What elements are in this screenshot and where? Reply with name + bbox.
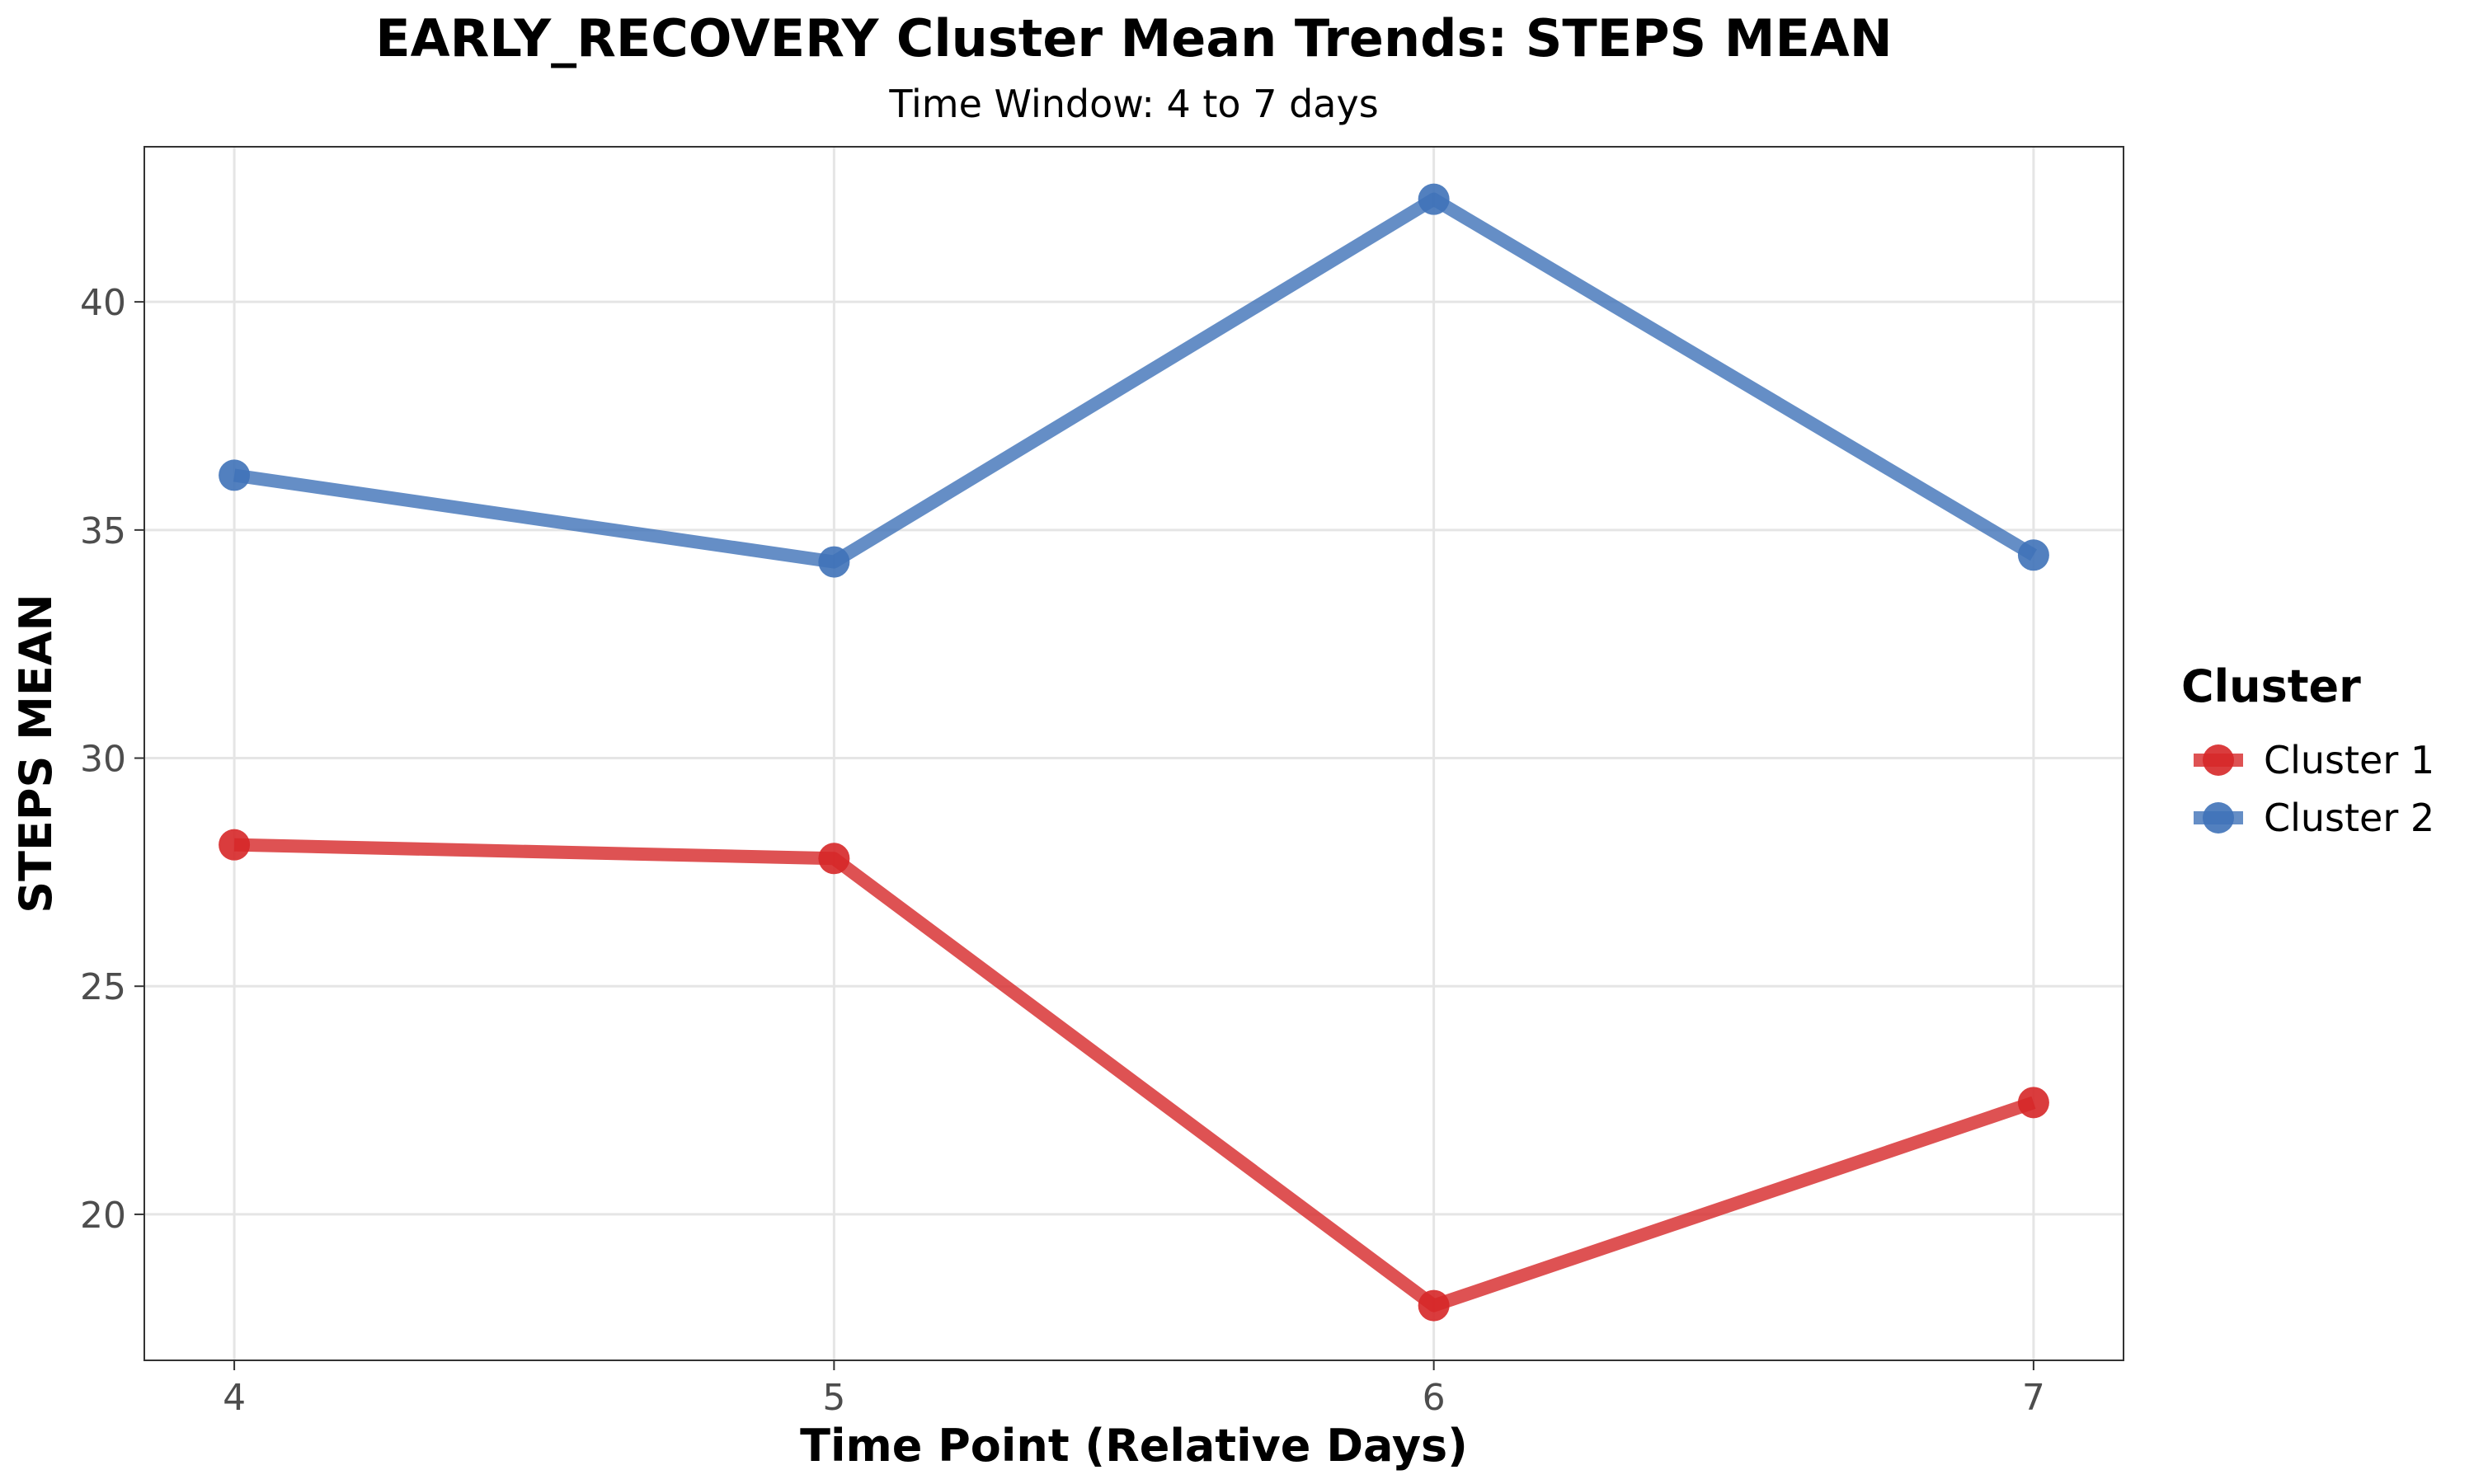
data-point-series-2 — [2017, 539, 2049, 571]
tick-layer: 4 5 6 7 20 25 30 35 40 — [80, 282, 2045, 1419]
data-point-series-1 — [1418, 1289, 1450, 1322]
legend-items: Cluster 1 Cluster 2 — [2194, 738, 2434, 840]
chart-subtitle: Time Window: 4 to 7 days — [888, 82, 1378, 126]
data-point-series-1 — [2017, 1087, 2049, 1119]
x-tick-label: 7 — [2022, 1377, 2045, 1419]
legend-title: Cluster — [2181, 660, 2361, 712]
y-tick-label: 20 — [80, 1195, 126, 1237]
y-tick-label: 25 — [80, 966, 126, 1008]
legend-label: Cluster 1 — [2264, 738, 2434, 782]
data-point-series-2 — [219, 459, 251, 491]
data-point-series-1 — [818, 843, 850, 875]
y-tick-label: 30 — [80, 739, 126, 781]
legend-swatch-marker — [2203, 802, 2234, 834]
chart-title: EARLY_RECOVERY Cluster Mean Trends: STEP… — [375, 8, 1892, 68]
x-tick-label: 5 — [822, 1377, 845, 1419]
legend-item-1: Cluster 1 — [2194, 738, 2434, 782]
legend-label: Cluster 2 — [2264, 796, 2434, 840]
legend-swatch-marker — [2203, 744, 2234, 776]
y-tick-label: 35 — [80, 510, 126, 552]
x-axis-label: Time Point (Relative Days) — [800, 1420, 1468, 1472]
grid-lines — [144, 147, 2124, 1360]
series-layer — [219, 183, 2049, 1322]
data-point-series-2 — [818, 546, 850, 578]
data-point-series-1 — [219, 829, 251, 861]
series-line-2 — [233, 192, 2037, 569]
legend: Cluster Cluster 1 Cluster 2 — [2181, 660, 2434, 840]
data-point-series-2 — [1418, 183, 1450, 215]
y-tick-label: 40 — [80, 282, 126, 324]
x-tick-label: 4 — [223, 1377, 246, 1419]
plot-area-background — [144, 147, 2124, 1360]
y-axis-label: STEPS MEAN — [10, 594, 62, 913]
plot-area-border — [143, 146, 2124, 1361]
x-tick-label: 6 — [1423, 1377, 1446, 1419]
legend-item-2: Cluster 2 — [2194, 796, 2434, 840]
series-line-1 — [233, 838, 2036, 1313]
